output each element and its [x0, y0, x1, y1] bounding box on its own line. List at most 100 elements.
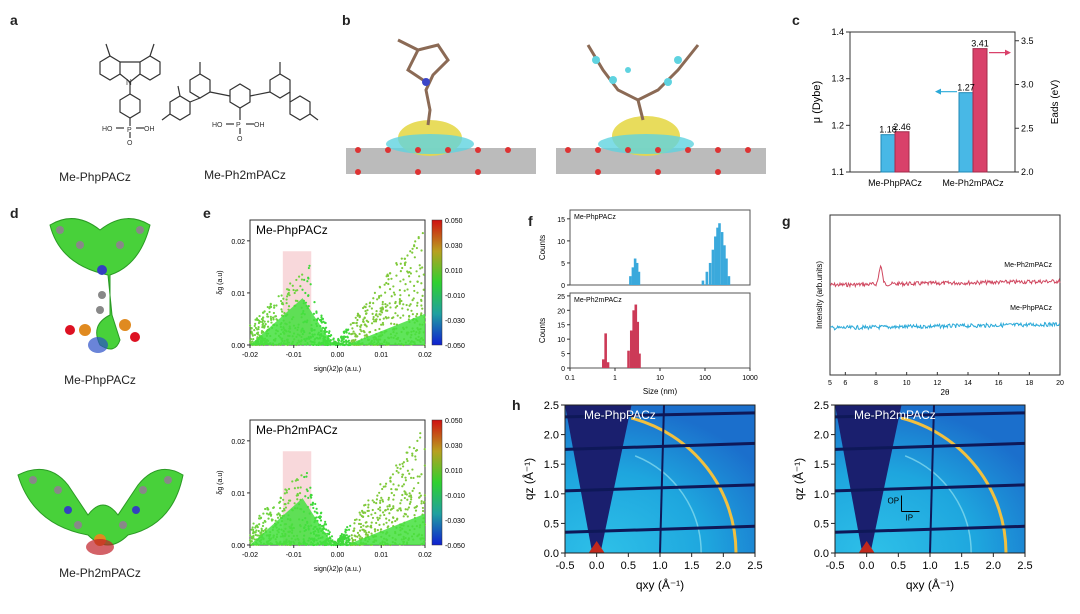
scatter-point	[256, 336, 259, 339]
scatter-point	[262, 330, 265, 334]
detector-gap	[564, 441, 756, 451]
scatter-point	[293, 502, 296, 505]
scatter-point	[293, 291, 296, 295]
scatter-point	[276, 513, 279, 516]
scatter-point	[406, 308, 409, 311]
scatter-point	[421, 231, 424, 235]
scatter-point	[364, 324, 367, 327]
scatter-point	[253, 329, 256, 332]
x-tick-label: 1.5	[684, 560, 699, 572]
scatter-point	[284, 488, 287, 491]
y-tick-label: 0.0	[814, 548, 829, 560]
y-tick-label: 1.0	[544, 489, 559, 501]
scatter-point	[356, 535, 359, 538]
x-tick-label: 1000	[742, 375, 758, 382]
scatter-point	[355, 518, 358, 521]
scatter-point	[261, 524, 265, 528]
scatter-point	[362, 329, 365, 333]
scatter-point	[365, 319, 368, 322]
scatter-point	[339, 342, 343, 345]
chart-e-bottom-nci-scatter: -0.02 -0.01 0.00 0.01 0.02 0.00 0.01 0.02 sign(λ…	[217, 418, 465, 573]
scatter-point	[406, 270, 409, 273]
scatter-point	[375, 498, 379, 501]
scatter-point	[301, 288, 304, 291]
scatter-point	[380, 528, 383, 531]
scatter-point	[329, 339, 332, 342]
scatter-point	[307, 496, 310, 499]
scatter-point	[370, 307, 373, 310]
y2-tick-label: 3.0	[1021, 80, 1034, 90]
scatter-point	[369, 525, 372, 528]
detector-gap	[834, 483, 1026, 493]
colorbar-tick-label: 0.010	[445, 468, 463, 475]
scatter-point	[263, 519, 266, 523]
scatter-point	[266, 313, 269, 316]
scatter-point	[371, 516, 375, 520]
x-tick-label: 2.5	[747, 560, 762, 572]
o-atom-label-left: O	[127, 140, 133, 147]
colorbar	[431, 219, 443, 346]
scatter-point	[325, 528, 328, 531]
scatter-point	[346, 539, 349, 542]
detector-gap	[564, 483, 756, 493]
chemical-structures: N P HO OH O P HO OH O	[99, 43, 319, 147]
scatter-point	[276, 516, 280, 519]
scatter-point	[405, 303, 408, 307]
chart-h-right-giwaxs: Me-Ph2mPACz-0.5 0.0 0.5 1.0 1.5 2.0 2.50.00.51…	[791, 400, 1033, 592]
scatter-point	[407, 294, 411, 297]
histogram-bar	[637, 271, 641, 285]
scatter-point	[367, 503, 370, 506]
histogram-bar	[718, 223, 721, 285]
scatter-point	[397, 471, 400, 474]
scatter-point	[283, 311, 286, 315]
plot-title: Me-Ph2mPACz	[256, 423, 338, 437]
scatter-point	[403, 262, 406, 265]
scatter-point	[379, 514, 382, 517]
scatter-point	[404, 283, 407, 286]
scatter-point	[317, 516, 320, 519]
scatter-point	[253, 324, 256, 327]
scatter-point	[349, 524, 352, 527]
scatter-point	[413, 514, 416, 517]
scatter-point	[364, 306, 367, 309]
scatter-point	[418, 264, 421, 267]
scatter-point	[374, 528, 377, 531]
y-tick-label: 0.02	[231, 439, 245, 446]
scatter-point	[334, 343, 337, 347]
histogram-bar	[633, 258, 637, 285]
scatter-point	[414, 449, 418, 452]
molecule-stick-left	[397, 38, 450, 126]
scatter-point	[398, 288, 401, 292]
scatter-point	[384, 303, 387, 306]
scatter-point	[415, 315, 418, 318]
category-label: Me-PhpPACz	[868, 178, 922, 188]
scatter-point	[388, 272, 392, 275]
x-tick-label: 0.01	[374, 352, 388, 359]
scatter-point	[358, 332, 361, 336]
scatter-point	[280, 294, 283, 297]
scatter-point	[348, 332, 351, 335]
scatter-point	[362, 524, 365, 527]
ho-label-left: HO	[102, 126, 113, 133]
scatter-point	[413, 245, 416, 248]
scatter-point	[420, 282, 423, 285]
y-tick-label: 1.3	[831, 74, 844, 84]
scatter-point	[307, 277, 310, 280]
scatter-point	[365, 312, 368, 315]
scatter-point	[418, 492, 421, 495]
scatter-point	[401, 462, 404, 465]
scatter-point	[401, 473, 404, 476]
chart-g-xrd: 5 6 8 10 12 14 16 18 20 2θ Intensity (arb.units) Me…	[815, 214, 1064, 395]
scatter-point	[401, 307, 404, 310]
dense-region-right	[346, 313, 425, 345]
x-tick-label: 6	[843, 380, 847, 387]
x-tick-label: 10	[656, 375, 664, 382]
scatter-point	[291, 284, 294, 287]
scatter-point	[296, 494, 300, 497]
scatter-point	[320, 511, 323, 514]
scatter-point	[412, 297, 415, 300]
scatter-point	[281, 510, 284, 513]
scatter-point	[406, 498, 409, 501]
beam-spot	[588, 541, 605, 553]
x-tick-label: 18	[1025, 380, 1033, 387]
